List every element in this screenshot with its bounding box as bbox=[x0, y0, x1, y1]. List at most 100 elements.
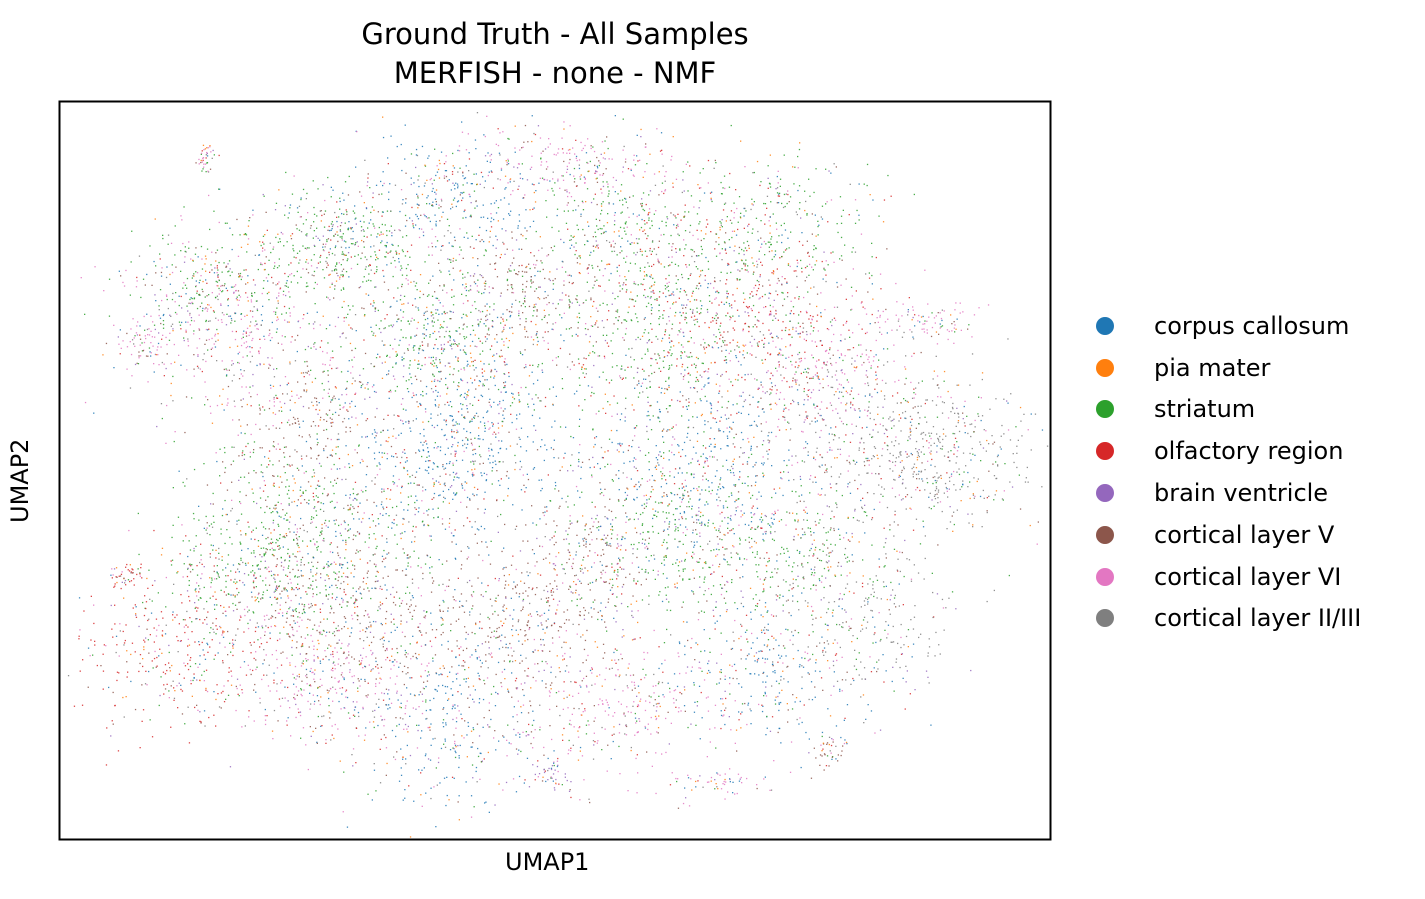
scatter-point bbox=[669, 349, 671, 351]
scatter-point bbox=[666, 577, 668, 579]
scatter-point bbox=[367, 173, 369, 175]
scatter-point bbox=[682, 497, 684, 499]
scatter-point bbox=[721, 259, 723, 261]
scatter-point bbox=[633, 499, 636, 501]
scatter-point bbox=[177, 516, 180, 518]
scatter-point bbox=[642, 391, 644, 393]
scatter-point bbox=[798, 148, 801, 151]
scatter-point bbox=[569, 239, 571, 241]
scatter-point bbox=[615, 474, 617, 476]
scatter-point bbox=[613, 231, 615, 233]
scatter-point bbox=[327, 564, 329, 567]
scatter-point bbox=[771, 389, 773, 391]
scatter-point bbox=[816, 314, 819, 316]
scatter-point bbox=[522, 288, 524, 291]
scatter-point bbox=[745, 305, 748, 308]
scatter-point bbox=[830, 172, 832, 174]
scatter-point bbox=[707, 260, 709, 263]
scatter-point bbox=[497, 422, 499, 424]
scatter-point bbox=[700, 230, 702, 232]
scatter-point bbox=[389, 356, 391, 358]
scatter-point bbox=[209, 553, 211, 555]
scatter-point bbox=[208, 304, 210, 306]
scatter-point bbox=[376, 236, 378, 238]
scatter-point bbox=[471, 235, 473, 237]
scatter-point bbox=[621, 378, 623, 380]
scatter-point bbox=[357, 254, 359, 256]
scatter-point bbox=[242, 450, 244, 452]
scatter-point bbox=[598, 285, 600, 287]
scatter-point bbox=[778, 235, 780, 237]
scatter-point bbox=[730, 271, 732, 274]
scatter-point bbox=[806, 312, 808, 314]
scatter-point bbox=[756, 342, 759, 344]
scatter-point bbox=[120, 275, 122, 277]
scatter-point bbox=[719, 229, 721, 231]
scatter-point bbox=[787, 237, 789, 239]
scatter-point bbox=[419, 403, 422, 406]
scatter-point bbox=[308, 499, 310, 501]
scatter-point bbox=[442, 289, 444, 291]
scatter-point bbox=[471, 526, 473, 528]
scatter-point bbox=[347, 228, 349, 230]
scatter-point bbox=[719, 220, 721, 223]
scatter-point bbox=[502, 218, 505, 220]
scatter-point bbox=[289, 204, 292, 206]
scatter-point bbox=[357, 505, 359, 508]
scatter-point bbox=[725, 232, 727, 234]
scatter-point bbox=[649, 287, 651, 289]
scatter-point bbox=[338, 438, 340, 441]
scatter-point bbox=[422, 231, 425, 233]
scatter-point bbox=[201, 268, 204, 270]
scatter-point bbox=[150, 612, 153, 614]
scatter-point bbox=[300, 231, 303, 233]
scatter-point bbox=[682, 376, 685, 378]
scatter-point bbox=[687, 190, 689, 192]
scatter-point bbox=[347, 313, 349, 315]
scatter-point bbox=[714, 527, 716, 529]
scatter-point bbox=[335, 598, 337, 601]
scatter-point bbox=[371, 206, 373, 208]
scatter-point bbox=[685, 163, 687, 165]
scatter-point bbox=[807, 252, 809, 254]
scatter-point bbox=[442, 490, 444, 492]
scatter-point bbox=[231, 330, 234, 333]
scatter-point bbox=[432, 373, 434, 375]
scatter-point bbox=[756, 326, 758, 328]
scatter-point bbox=[625, 221, 627, 223]
scatter-point bbox=[221, 403, 223, 405]
scatter-point bbox=[619, 275, 621, 277]
scatter-point bbox=[559, 314, 561, 316]
scatter-point bbox=[207, 304, 209, 306]
scatter-point bbox=[451, 348, 453, 350]
scatter-point bbox=[450, 208, 452, 210]
scatter-point bbox=[606, 263, 608, 266]
scatter-point bbox=[401, 532, 403, 534]
scatter-point bbox=[519, 468, 521, 471]
scatter-point bbox=[497, 432, 500, 434]
scatter-point bbox=[218, 188, 220, 190]
scatter-point bbox=[723, 359, 726, 362]
scatter-point bbox=[523, 141, 525, 143]
scatter-point bbox=[678, 518, 680, 521]
scatter-point bbox=[758, 284, 760, 286]
scatter-point bbox=[730, 414, 732, 416]
scatter-point bbox=[332, 189, 334, 191]
scatter-point bbox=[679, 331, 681, 333]
scatter-point bbox=[592, 236, 594, 238]
scatter-point bbox=[685, 317, 687, 319]
scatter-point bbox=[453, 492, 455, 494]
scatter-point bbox=[729, 172, 731, 175]
scatter-point bbox=[681, 273, 683, 276]
scatter-point bbox=[531, 140, 533, 143]
scatter-point bbox=[689, 352, 692, 354]
scatter-point bbox=[600, 233, 603, 235]
scatter-point bbox=[209, 405, 211, 408]
scatter-point bbox=[720, 334, 722, 336]
scatter-point bbox=[448, 225, 450, 227]
scatter-point bbox=[498, 152, 501, 154]
scatter-point bbox=[707, 421, 709, 423]
scatter-point bbox=[448, 242, 450, 244]
scatter-point bbox=[387, 429, 389, 431]
scatter-point bbox=[370, 303, 372, 305]
